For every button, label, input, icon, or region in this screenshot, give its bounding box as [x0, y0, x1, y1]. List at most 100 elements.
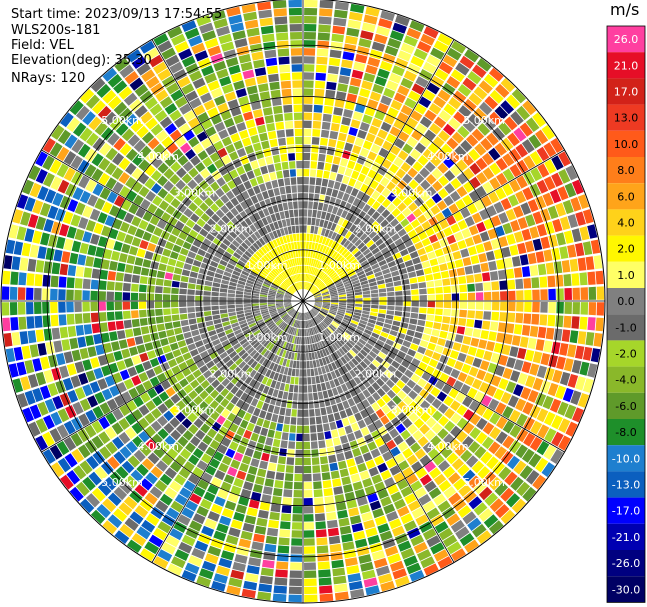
- velocity-gate: [275, 302, 283, 304]
- velocity-gate: [448, 151, 461, 163]
- velocity-gate: [276, 246, 282, 255]
- velocity-gate: [369, 412, 379, 422]
- velocity-gate: [476, 530, 492, 544]
- velocity-gate: [79, 190, 91, 204]
- velocity-gate: [425, 365, 435, 375]
- colorbar-tick-label: 21.0: [614, 59, 639, 72]
- velocity-gate: [545, 327, 555, 340]
- velocity-gate: [170, 500, 184, 513]
- velocity-gate: [224, 91, 237, 102]
- velocity-gate: [371, 211, 381, 220]
- velocity-gate: [243, 162, 252, 173]
- velocity-gate: [141, 458, 155, 471]
- velocity-gate: [471, 378, 483, 390]
- velocity-gate: [311, 276, 316, 284]
- velocity-gate: [260, 246, 268, 254]
- velocity-gate: [225, 448, 236, 459]
- velocity-gate: [247, 152, 257, 162]
- velocity-gate: [261, 99, 272, 108]
- velocity-gate: [329, 259, 336, 267]
- velocity-gate: [230, 339, 239, 347]
- velocity-gate: [9, 302, 18, 316]
- velocity-gate: [320, 322, 327, 329]
- velocity-gate: [268, 290, 277, 294]
- velocity-gate: [327, 283, 335, 289]
- velocity-gate: [253, 341, 261, 349]
- velocity-gate: [289, 276, 294, 284]
- velocity-gate: [290, 242, 295, 250]
- velocity-gate: [2, 270, 11, 285]
- velocity-gate: [214, 496, 226, 507]
- velocity-gate: [8, 363, 19, 378]
- velocity-gate: [577, 331, 587, 345]
- velocity-gate: [464, 375, 475, 386]
- velocity-gate: [82, 205, 93, 218]
- velocity-gate: [547, 205, 559, 220]
- velocity-gate: [307, 217, 312, 225]
- velocity-gate: [397, 441, 409, 452]
- velocity-gate: [297, 312, 300, 320]
- velocity-gate: [482, 320, 491, 330]
- velocity-gate: [324, 329, 331, 336]
- velocity-gate: [233, 252, 241, 260]
- velocity-gate: [333, 242, 340, 251]
- velocity-gate: [454, 444, 467, 457]
- velocity-gate: [364, 485, 376, 496]
- velocity-gate: [234, 266, 242, 273]
- velocity-gate: [304, 282, 307, 290]
- velocity-gate: [312, 473, 322, 482]
- velocity-gate: [199, 365, 209, 374]
- velocity-gate: [317, 227, 323, 235]
- velocity-gate: [42, 288, 50, 300]
- velocity-gate: [272, 354, 279, 363]
- velocity-gate: [333, 253, 341, 261]
- velocity-gate: [294, 377, 299, 385]
- velocity-gate: [189, 324, 198, 331]
- velocity-gate: [205, 126, 217, 137]
- velocity-gate: [369, 91, 382, 102]
- velocity-gate: [257, 275, 265, 281]
- velocity-gate: [398, 460, 410, 471]
- velocity-gate: [201, 30, 217, 42]
- velocity-gate: [153, 227, 163, 237]
- velocity-gate: [321, 366, 327, 374]
- velocity-gate: [451, 40, 466, 54]
- velocity-gate: [509, 164, 522, 178]
- velocity-gate: [378, 288, 387, 293]
- velocity-gate: [204, 280, 213, 287]
- velocity-gate: [295, 136, 303, 145]
- velocity-gate: [310, 433, 318, 441]
- velocity-gate: [284, 297, 292, 300]
- velocity-gate: [446, 137, 459, 150]
- velocity-gate: [293, 393, 298, 401]
- velocity-gate: [450, 223, 461, 234]
- velocity-gate: [309, 233, 314, 242]
- velocity-gate: [299, 225, 303, 233]
- velocity-gate: [238, 53, 251, 64]
- velocity-gate: [395, 306, 403, 311]
- velocity-gate: [210, 410, 220, 421]
- velocity-gate: [421, 220, 431, 231]
- velocity-gate: [462, 511, 477, 525]
- velocity-gate: [237, 335, 246, 342]
- velocity-gate: [256, 175, 264, 185]
- velocity-gate: [418, 313, 427, 320]
- velocity-gate: [243, 303, 251, 307]
- velocity-gate: [311, 267, 316, 275]
- velocity-gate: [439, 263, 448, 272]
- velocity-gate: [187, 343, 197, 351]
- velocity-gate: [395, 296, 403, 301]
- velocity-gate: [425, 393, 436, 404]
- velocity-gate: [304, 0, 318, 8]
- velocity-gate: [246, 334, 254, 341]
- velocity-gate: [121, 128, 135, 142]
- velocity-gate: [215, 188, 225, 198]
- velocity-gate: [596, 302, 605, 316]
- velocity-gate: [154, 207, 165, 218]
- velocity-gate: [272, 204, 279, 213]
- velocity-gate: [322, 303, 331, 306]
- range-label: 5.00km: [463, 476, 505, 489]
- velocity-gate: [331, 559, 344, 569]
- velocity-gate: [502, 435, 515, 449]
- velocity-gate: [70, 214, 81, 227]
